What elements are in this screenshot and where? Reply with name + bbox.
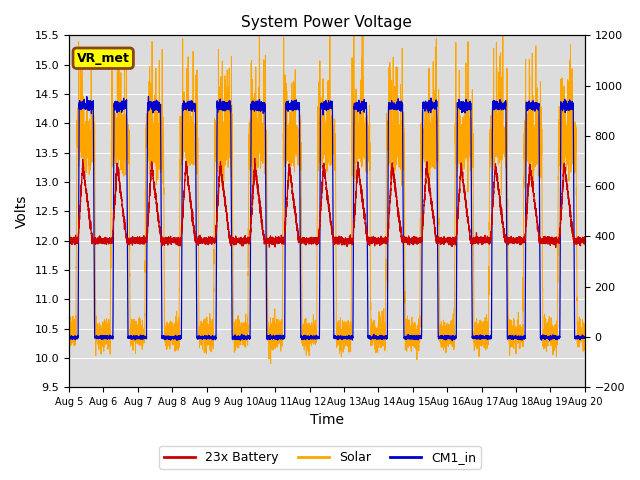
Text: VR_met: VR_met	[77, 52, 130, 65]
Y-axis label: Volts: Volts	[15, 195, 29, 228]
X-axis label: Time: Time	[310, 413, 344, 427]
Title: System Power Voltage: System Power Voltage	[241, 15, 412, 30]
Legend: 23x Battery, Solar, CM1_in: 23x Battery, Solar, CM1_in	[159, 446, 481, 469]
